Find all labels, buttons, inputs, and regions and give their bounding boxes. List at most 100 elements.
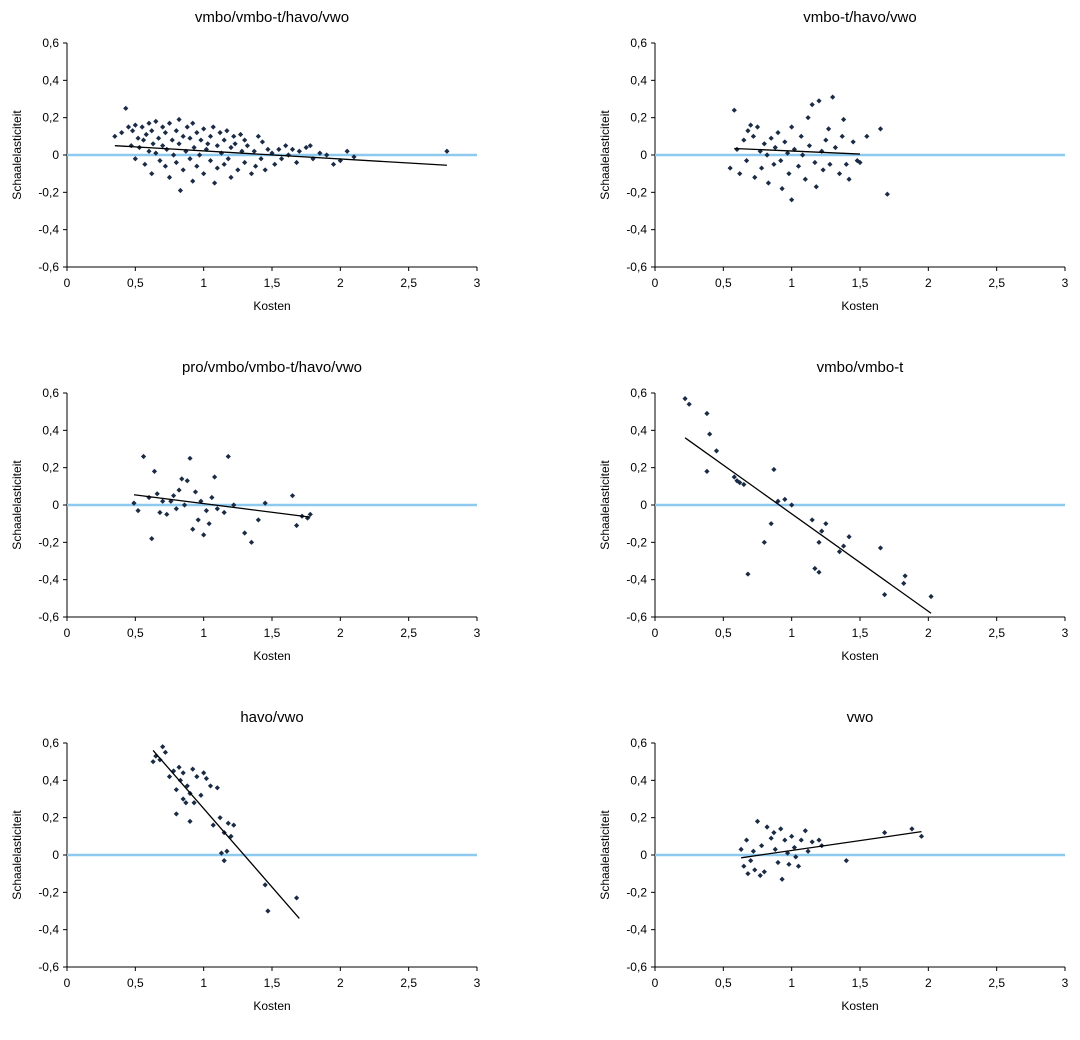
data-point [798,133,804,139]
data-point [251,148,257,154]
data-point [682,396,688,402]
data-point [181,502,188,508]
data-point [816,98,822,104]
chart-title: vmbo/vmbo-t [817,359,905,376]
data-point [843,161,849,167]
data-point [846,176,852,182]
data-point [209,494,215,501]
data-point [162,749,168,755]
data-point [176,487,182,493]
data-point [289,146,296,152]
data-point [187,455,193,461]
data-point [805,848,811,854]
data-point [190,526,196,532]
data-point [162,130,168,136]
data-point [198,792,204,798]
data-point [139,124,145,130]
data-point [764,824,770,830]
data-point [128,143,134,149]
data-point [166,174,173,180]
data-point [258,156,264,162]
data-point [135,508,141,514]
data-point [160,498,166,504]
data-point [160,744,166,750]
data-point [135,135,141,141]
data-point [854,158,860,164]
y-tick-label: 0,2 [630,111,647,125]
data-point [864,133,870,139]
data-point [173,787,179,793]
data-point [741,863,747,869]
data-point [819,528,825,534]
data-point [764,152,770,158]
chart-panel: vmbo/vmbo-t 0,6 0,4 0,2 0 -0,2 -0,4 -0,6 0 0,5 1 1,… [588,350,1080,690]
data-point [169,137,175,143]
data-point [813,184,819,190]
data-point [210,124,216,130]
x-tick-label: 1 [200,626,207,640]
data-point [768,521,774,527]
x-tick-label: 2 [337,976,344,990]
data-point [901,580,907,586]
data-point [827,161,833,167]
y-tick-label: 0,2 [42,461,59,475]
data-point [841,116,847,123]
data-point [173,506,179,512]
data-point [166,120,173,126]
data-point [225,453,231,460]
data-point [289,493,296,499]
data-point [231,502,237,508]
x-tick-label: 0,5 [715,976,732,990]
data-point [225,156,231,162]
x-tick-label: 3 [1062,276,1069,290]
data-point [132,156,138,162]
y-tick-label: 0,6 [42,36,59,50]
data-point [191,800,197,806]
y-axis-label: Schaalelasticiteit [10,810,24,900]
data-point [221,137,227,143]
data-point [768,835,774,841]
trendline [734,147,861,155]
data-point [765,180,772,186]
data-point [737,171,743,177]
data-point [140,453,147,460]
data-point [171,493,177,499]
data-point [802,828,808,834]
data-point [123,105,129,111]
data-point [278,156,285,162]
x-tick-label: 0 [652,976,659,990]
data-point [772,846,778,852]
x-tick-label: 0 [64,626,71,640]
y-tick-label: -0,2 [38,185,59,199]
data-point [265,908,271,914]
data-point [228,174,234,180]
data-point [809,517,815,523]
data-point [198,137,204,143]
data-point [918,833,925,839]
data-point [704,468,710,474]
data-point [198,498,204,504]
y-tick-label: 0 [640,148,647,162]
data-point [884,191,890,197]
data-point [207,133,214,139]
data-point [248,539,255,545]
data-point [825,126,832,132]
x-tick-label: 0,5 [715,626,732,640]
y-tick-label: 0,4 [630,773,647,787]
data-point [743,837,750,843]
x-tick-label: 0 [64,276,71,290]
x-tick-label: 2 [925,626,932,640]
x-tick-label: 2,5 [400,976,417,990]
x-tick-label: 1 [200,276,207,290]
x-tick-label: 3 [1062,976,1069,990]
data-point [259,139,266,145]
data-point [778,826,784,832]
chart-panel: pro/vmbo/vmbo-t/havo/vwo 0,6 0,4 0,2 0 -0,2 -0… [0,350,540,690]
x-tick-label: 2 [337,626,344,640]
chart-panel: vmbo/vmbo-t/havo/vwo 0,6 0,4 0,2 0 -0,2 -0,4 -0… [0,0,540,340]
data-point [775,859,781,866]
data-point [784,150,791,156]
data-point [183,800,189,806]
data-point [778,158,784,164]
